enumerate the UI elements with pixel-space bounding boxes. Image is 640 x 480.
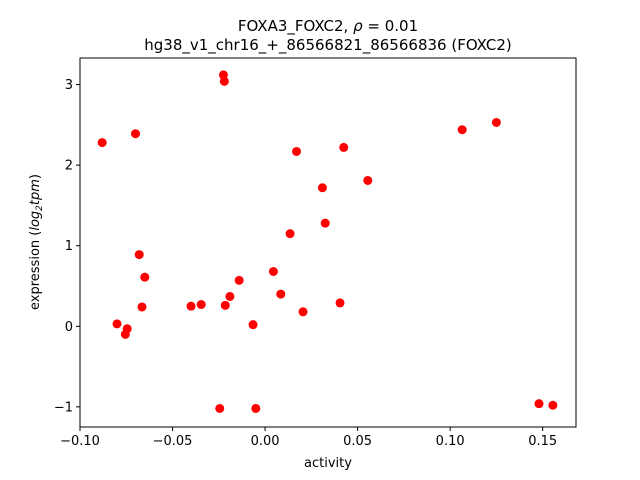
y-tick-label: 3 [65,78,73,93]
y-tick-label: −1 [54,400,73,415]
data-point [186,301,196,311]
data-point [457,125,467,135]
data-point [196,300,206,310]
data-point [225,291,235,301]
plot-area [97,70,558,413]
data-point [339,142,349,152]
x-tick-label: −0.05 [153,434,193,449]
x-tick-label: 0.05 [343,434,372,449]
data-point [317,183,327,193]
x-axis-label: activity [304,456,352,471]
data-point [298,307,308,317]
y-axis-label: expression (log2tpm) [28,174,45,310]
data-point [285,229,295,239]
chart-title-line2: hg38_v1_chr16_+_86566821_86566836 (FOXC2… [144,36,511,55]
data-point [220,300,230,310]
data-point [335,298,345,308]
y-tick-label: 1 [65,239,73,254]
data-point [120,329,130,339]
data-point [131,129,141,139]
axes-frame [79,57,577,428]
data-point [548,400,558,410]
data-point [363,175,373,185]
data-point [534,399,544,409]
y-tick-label: 2 [65,159,73,174]
data-point [292,146,302,156]
data-point [112,319,122,329]
y-axis-ticks: −1 0 1 2 3 [54,78,80,415]
data-point [215,403,225,413]
x-tick-label: −0.10 [60,434,100,449]
x-tick-label: 0.15 [528,434,557,449]
x-tick-label: 0.00 [251,434,280,449]
data-point [251,403,261,413]
data-point [234,275,244,285]
data-point [140,272,150,282]
data-point [97,138,107,148]
data-point [276,289,286,299]
data-point [137,302,147,312]
x-axis-ticks: −0.10 −0.05 0.00 0.05 0.10 0.15 [60,427,557,449]
data-point [491,117,501,127]
x-tick-label: 0.10 [436,434,465,449]
data-point [134,250,144,260]
data-point [219,76,229,86]
data-point [320,218,330,228]
y-tick-label: 0 [65,320,73,335]
chart-title-line1: FOXA3_FOXC2, ρ = 0.01 [238,17,418,36]
data-point [248,320,258,330]
data-point [268,267,278,277]
